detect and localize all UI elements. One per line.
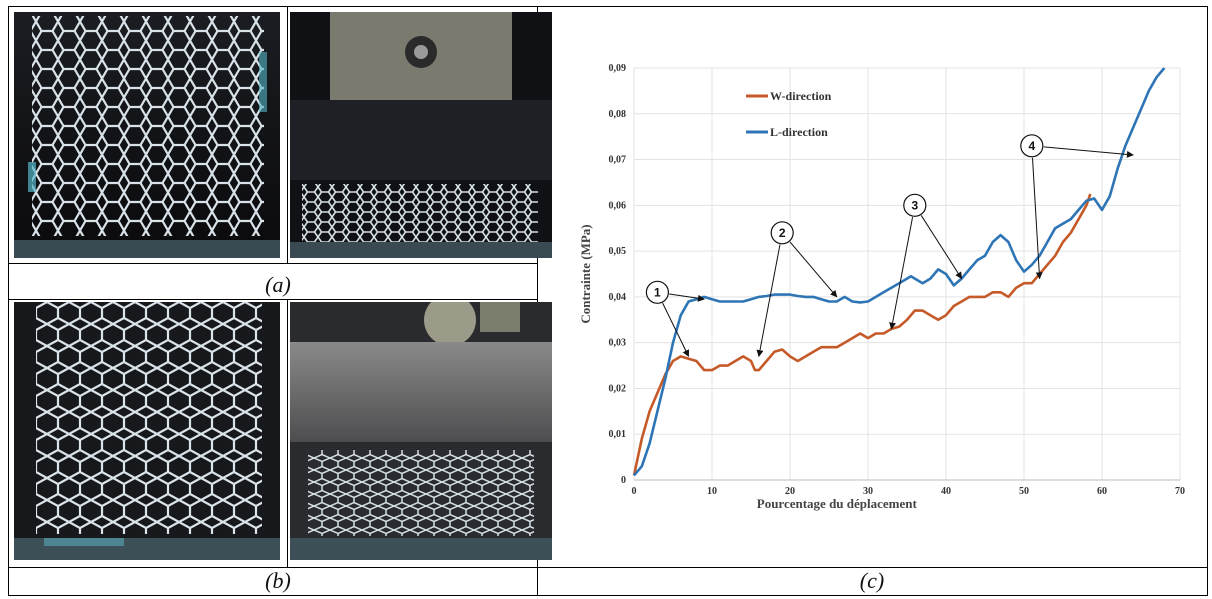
y-tick-label: 0,05: [609, 246, 627, 257]
caption-c: (c): [859, 568, 885, 593]
photo-a-uncompressed: [14, 12, 280, 258]
y-tick-label: 0: [621, 475, 626, 486]
y-tick-label: 0,06: [609, 200, 627, 211]
x-tick-label: 50: [1019, 486, 1029, 497]
caption-b: (b): [265, 568, 291, 593]
y-tick-label: 0,09: [609, 63, 627, 74]
photo-a-compressed: [290, 12, 552, 258]
divider-row-b-caption: [9, 567, 1207, 568]
series-line-w-direction: [632, 193, 1092, 476]
x-axis-label: Pourcentage du déplacement: [757, 496, 918, 511]
x-tick-label: 70: [1175, 486, 1185, 497]
chart-annotations: 1 2 3 4: [645, 134, 1134, 358]
x-tick-label: 60: [1097, 486, 1107, 497]
annotation-circle: [903, 193, 927, 217]
chart-svg: 0 10 20 30 40 50 60 70 0 0,01 0,02 0,03 0,04 0,05 0,06…: [578, 63, 1186, 511]
chart-grid: [633, 67, 1181, 481]
x-tick-label: 10: [707, 486, 717, 497]
photo-b-compressed: [290, 302, 552, 560]
figure-table: [8, 6, 1208, 596]
chart-legend: W-direction L-direction: [746, 89, 832, 139]
annotation-number: 2: [779, 226, 786, 240]
chart-series: [632, 67, 1166, 477]
annotation-arrow: [920, 215, 963, 280]
y-tick-label: 0,08: [609, 109, 627, 120]
series-line-l-direction: [633, 67, 1166, 477]
annotation-circle: [770, 221, 794, 245]
divider-photo-a: [287, 7, 288, 263]
legend-label: L-direction: [770, 125, 828, 139]
x-tick-label: 30: [863, 486, 873, 497]
x-tick-label: 20: [785, 486, 795, 497]
y-tick-label: 0,03: [609, 338, 627, 349]
legend-label: W-direction: [770, 89, 832, 103]
divider-row-a-bottom: [9, 299, 537, 300]
annotation-circle: [1020, 134, 1044, 158]
y-tick-label: 0,04: [609, 292, 627, 303]
annotation-arrow: [1032, 157, 1043, 280]
caption-a: (a): [265, 272, 291, 297]
annotation-arrow: [756, 244, 781, 358]
divider-photos-chart: [537, 7, 538, 595]
annotation-circle: [645, 280, 670, 304]
annotation-arrow: [1043, 146, 1134, 158]
divider-row-a-caption: [9, 263, 537, 264]
y-axis-label: Contrainte (MPa): [578, 224, 593, 323]
chart-axes: 0 10 20 30 40 50 60 70 0 0,01 0,02 0,03 0,04 0,05 0,06…: [609, 63, 1186, 497]
annotation-arrow: [789, 241, 838, 298]
annotation-arrow: [669, 293, 705, 302]
divider-photo-b: [287, 299, 288, 567]
x-tick-label: 0: [632, 486, 637, 497]
stress-displacement-chart: 0 10 20 30 40 50 60 70 0 0,01 0,02 0,03 0,04 0,05 0,06…: [568, 6, 1202, 562]
y-tick-label: 0,01: [609, 429, 627, 440]
y-tick-label: 0,07: [609, 155, 627, 166]
y-tick-label: 0,02: [609, 383, 627, 394]
annotation-arrow: [889, 217, 914, 330]
photo-b-uncompressed: [14, 302, 280, 560]
annotation-arrow: [662, 302, 690, 358]
annotation-number: 4: [1028, 139, 1035, 153]
annotation-number: 1: [654, 285, 661, 299]
annotation-number: 3: [911, 198, 918, 212]
x-tick-label: 40: [941, 486, 951, 497]
